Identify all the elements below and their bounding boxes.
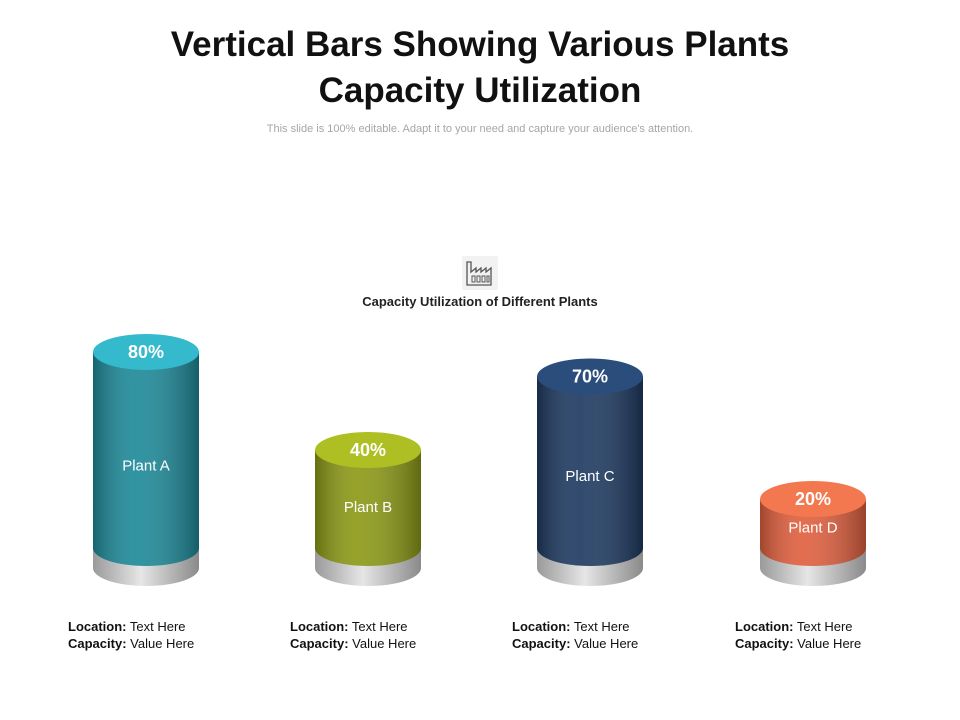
location-value: Text Here xyxy=(796,619,853,634)
bar-body-shading xyxy=(315,450,421,566)
capacity-value: Value Here xyxy=(797,636,862,651)
bar-category-label: Plant D xyxy=(788,519,837,536)
bar-body-shading xyxy=(537,376,643,566)
plant-d-info: Location: Text Here Capacity: Value Here xyxy=(735,618,935,652)
slide-title: Vertical Bars Showing Various Plants Cap… xyxy=(0,22,960,114)
location-value: Text Here xyxy=(129,619,186,634)
title-line-1: Vertical Bars Showing Various Plants xyxy=(170,25,790,64)
bar-3: 70% Plant C xyxy=(537,358,643,586)
bar-4: 20% Plant D xyxy=(760,481,866,586)
bar-value-label: 40% xyxy=(350,440,386,460)
factory-icon xyxy=(462,256,498,290)
bar-1: 80% Plant A xyxy=(93,334,199,586)
plant-c-info: Location: Text Here Capacity: Value Here xyxy=(512,618,712,652)
plant-a-info: Location: Text Here Capacity: Value Here xyxy=(68,618,268,652)
bar-value-label: 80% xyxy=(128,342,164,362)
plant-b-info: Location: Text Here Capacity: Value Here xyxy=(290,618,490,652)
bar-top xyxy=(537,358,643,395)
capacity-value: Value Here xyxy=(352,636,417,651)
location-value: Text Here xyxy=(573,619,630,634)
capacity-value: Value Here xyxy=(130,636,195,651)
location-label: Location: xyxy=(512,619,571,634)
title-line-2: Capacity Utilization xyxy=(318,71,642,110)
location-value: Text Here xyxy=(351,619,408,634)
capacity-label: Capacity: xyxy=(735,636,794,651)
location-label: Location: xyxy=(735,619,794,634)
capacity-label: Capacity: xyxy=(290,636,349,651)
bar-top xyxy=(315,432,421,468)
location-label: Location: xyxy=(290,619,349,634)
bar-top xyxy=(93,334,199,370)
bar-category-label: Plant B xyxy=(344,499,392,516)
bar-category-label: Plant C xyxy=(565,468,614,485)
bar-body-shading xyxy=(760,499,866,566)
chart-title: Capacity Utilization of Different Plants xyxy=(362,294,598,309)
capacity-label: Capacity: xyxy=(512,636,571,651)
bar-top xyxy=(760,481,866,517)
location-label: Location: xyxy=(68,619,127,634)
bar-body-shading xyxy=(93,352,199,566)
bar-2: 40% Plant B xyxy=(315,432,421,586)
capacity-value: Value Here xyxy=(574,636,639,651)
capacity-label: Capacity: xyxy=(68,636,127,651)
bar-category-label: Plant A xyxy=(122,458,170,475)
bar-value-label: 20% xyxy=(795,489,831,509)
slide-subtitle: This slide is 100% editable. Adapt it to… xyxy=(266,123,694,135)
bar-value-label: 70% xyxy=(572,367,608,387)
